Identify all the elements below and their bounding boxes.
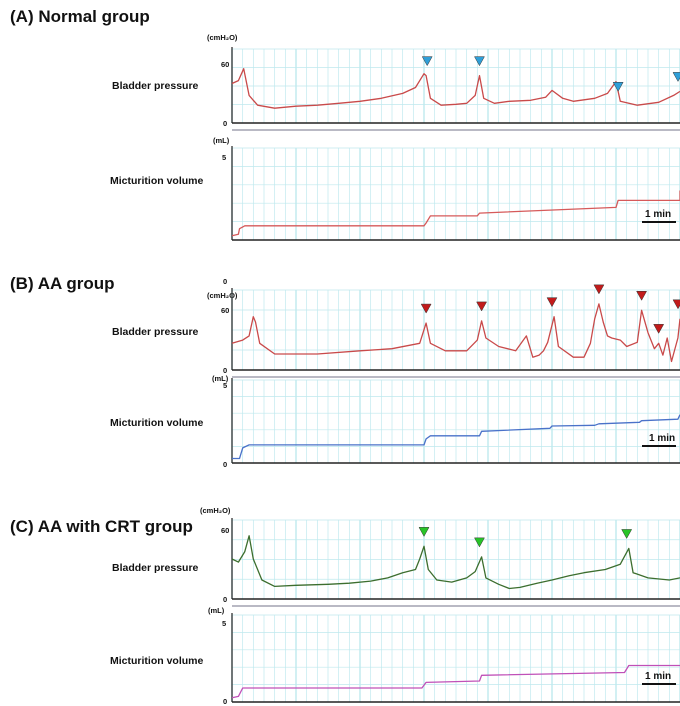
panel-b-pressure-unit: (cmH₂O) (207, 291, 238, 300)
panel-c-volume-tick-5: 5 (222, 619, 226, 628)
panel-a-pressure-unit: (cmH₂O) (207, 33, 238, 42)
pressure-trace (231, 68, 680, 109)
panel-a-pressure-label: Bladder pressure (112, 80, 199, 92)
panel-b-pressure-top-tick: 0 (223, 277, 227, 286)
volume-trace (232, 414, 680, 460)
panel-b-volume-plot (231, 378, 680, 464)
panel-a-volume-plot (231, 146, 680, 241)
panel-c-pressure-tick-0: 0 (223, 595, 227, 604)
void-marker (653, 324, 665, 334)
void-marker (621, 529, 633, 539)
panel-b-volume-label: Micturition volume (110, 417, 203, 429)
panel-b-pressure-tick-60: 60 (221, 306, 229, 315)
panel-a-pressure-tick-0: 0 (223, 119, 227, 128)
void-marker (672, 299, 680, 310)
panel-c-volume-unit: (mL) (208, 606, 225, 615)
panel-c: (C) AA with CRT group (cmH₂O) Bladder pr… (10, 506, 680, 706)
panel-a: (A) Normal group (cmH₂O) Bladder pressur… (10, 7, 680, 241)
panel-c-volume-plot (231, 613, 680, 703)
panel-b-title: (B) AA group (10, 274, 115, 293)
void-marker (418, 527, 430, 537)
panel-b-pressure-plot (231, 284, 680, 378)
panel-c-pressure-unit: (cmH₂O) (200, 506, 231, 515)
panel-b-volume-tick-0: 0 (223, 460, 227, 469)
panel-c-title: (C) AA with CRT group (10, 517, 193, 536)
panel-b-volume-tick-5: 5 (223, 381, 227, 390)
void-marker (636, 291, 648, 301)
panel-c-pressure-plot (231, 518, 680, 607)
panel-c-pressure-label: Bladder pressure (112, 562, 199, 574)
panel-c-volume-label: Micturition volume (110, 655, 203, 667)
void-marker (476, 301, 488, 312)
panel-a-volume-label: Micturition volume (110, 175, 203, 187)
panel-c-volume-tick-0: 0 (223, 697, 227, 706)
panel-b-scalebar-label: 1 min (649, 433, 675, 444)
pressure-trace (231, 535, 680, 590)
panel-a-title: (A) Normal group (10, 7, 150, 26)
panel-b: (B) AA group 0 (cmH₂O) Bladder pressure … (10, 274, 680, 469)
void-marker (421, 56, 433, 67)
panel-c-pressure-tick-60: 60 (221, 526, 229, 535)
volume-trace (231, 664, 680, 699)
void-marker (474, 56, 485, 67)
volume-trace (231, 190, 680, 237)
void-marker (593, 284, 605, 295)
panel-a-volume-tick-5: 5 (222, 153, 226, 162)
panel-b-volume-unit: (mL) (212, 374, 229, 383)
void-marker (546, 297, 558, 308)
panel-a-scalebar-label: 1 min (645, 209, 671, 220)
void-marker (612, 82, 624, 92)
void-marker (672, 72, 680, 82)
panel-a-pressure-tick-60: 60 (221, 60, 229, 69)
void-marker (420, 303, 432, 314)
panel-b-pressure-tick-0: 0 (223, 366, 227, 375)
panel-b-pressure-label: Bladder pressure (112, 326, 199, 338)
void-marker (474, 537, 485, 548)
panel-a-pressure-plot (231, 47, 680, 131)
pressure-trace (231, 303, 680, 363)
panel-c-scalebar-label: 1 min (645, 671, 671, 682)
panel-a-volume-unit: (mL) (213, 136, 230, 145)
